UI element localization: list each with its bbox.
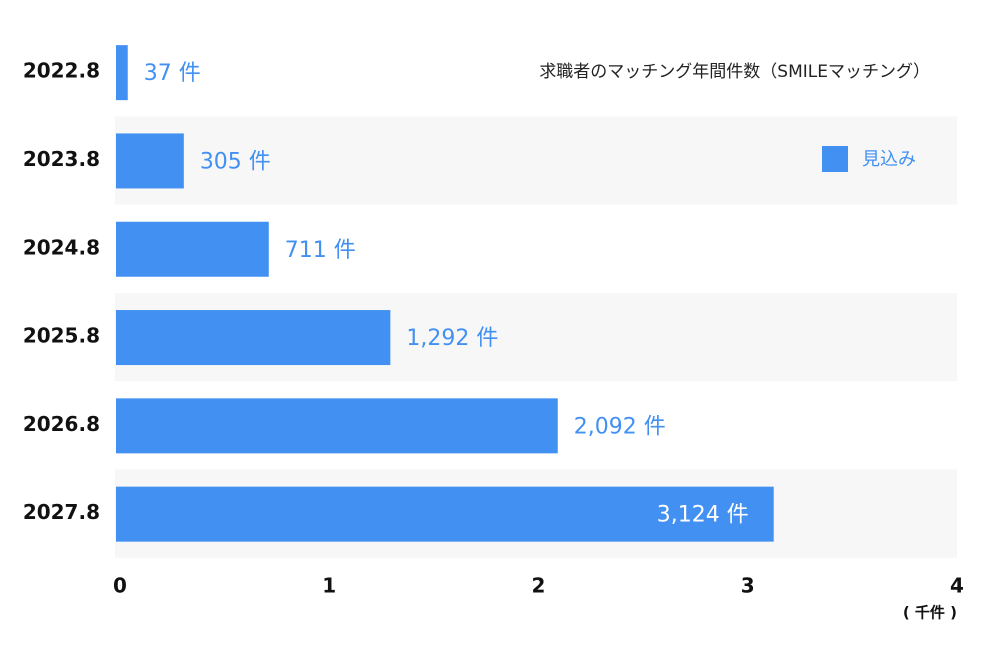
x-tick-label: 1 bbox=[322, 574, 336, 598]
y-tick-label: 2025.8 bbox=[23, 324, 100, 348]
y-tick-label: 2024.8 bbox=[23, 235, 100, 259]
row-background bbox=[115, 116, 957, 205]
y-tick-label: 2027.8 bbox=[23, 500, 100, 524]
bar bbox=[116, 398, 558, 454]
x-axis-unit: ( 千件 ) bbox=[903, 604, 957, 622]
x-tick-label: 3 bbox=[741, 574, 755, 598]
bar bbox=[116, 486, 774, 542]
bar bbox=[116, 221, 269, 277]
legend-swatch bbox=[822, 146, 848, 172]
value-label: 3,124 件 bbox=[657, 503, 749, 528]
chart-title: 求職者のマッチング年間件数（SMILEマッチング） bbox=[539, 62, 930, 82]
x-tick-label: 0 bbox=[113, 574, 127, 598]
value-label: 37 件 bbox=[144, 61, 201, 86]
value-label: 2,092 件 bbox=[574, 414, 666, 439]
x-tick-label: 4 bbox=[950, 574, 964, 598]
bar bbox=[116, 310, 391, 366]
x-tick-label: 2 bbox=[532, 574, 546, 598]
y-tick-label: 2022.8 bbox=[23, 59, 100, 83]
legend-label: 見込み bbox=[862, 149, 916, 170]
bar bbox=[116, 45, 128, 101]
bar bbox=[116, 133, 184, 189]
value-label: 711 件 bbox=[285, 238, 356, 263]
value-label: 1,292 件 bbox=[406, 326, 498, 351]
y-tick-label: 2023.8 bbox=[23, 147, 100, 171]
y-tick-label: 2026.8 bbox=[23, 412, 100, 436]
row-backgrounds bbox=[115, 116, 957, 558]
value-label: 305 件 bbox=[200, 149, 271, 174]
